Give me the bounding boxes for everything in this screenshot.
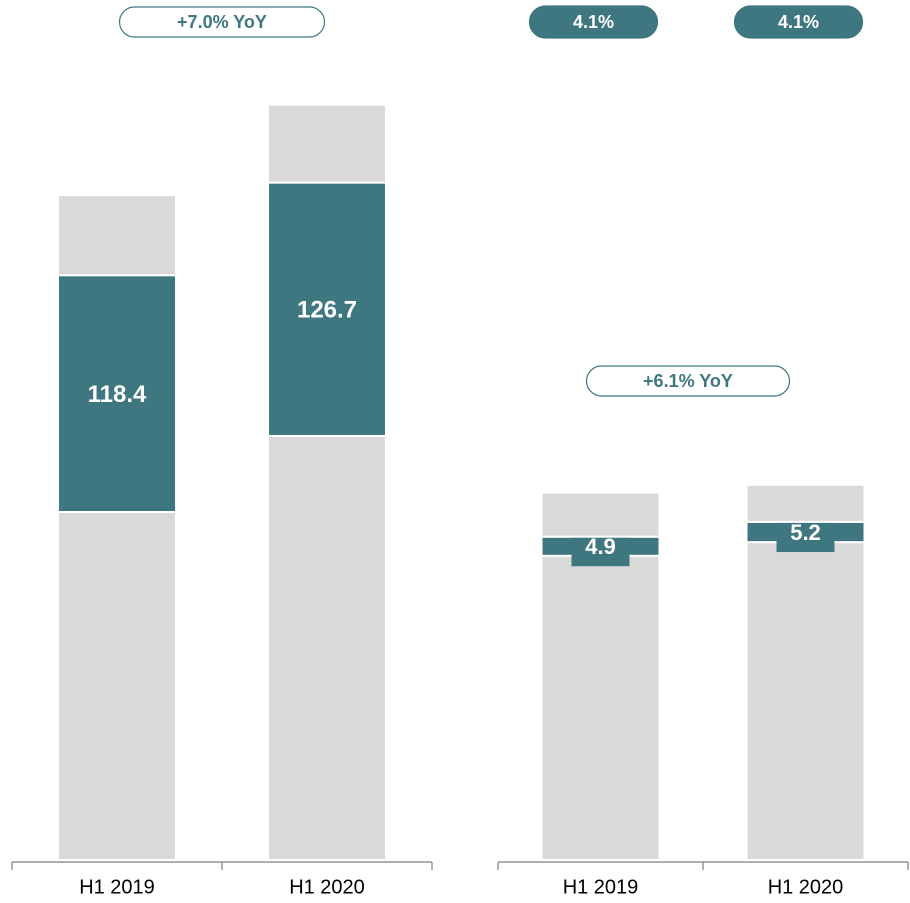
data-label: 118.4 xyxy=(88,381,147,408)
data-label: 5.2 xyxy=(790,520,821,545)
bar-segment xyxy=(57,511,177,861)
x-tick-label: H1 2020 xyxy=(768,876,844,898)
bar-segment xyxy=(267,181,387,437)
x-tick-label: H1 2020 xyxy=(289,876,365,898)
annotation-pill xyxy=(118,6,326,38)
bar-segment xyxy=(57,274,177,514)
annotation: +7.0% YoY xyxy=(177,12,267,32)
data-label: 4.9 xyxy=(585,534,616,559)
top-label-pill xyxy=(528,5,659,39)
annotation-pill xyxy=(585,365,791,397)
x-tick-label: H1 2019 xyxy=(79,876,155,898)
top-label: 4.1% xyxy=(573,12,614,32)
data-label: 126.7 xyxy=(297,297,357,324)
annotation: +6.1% YoY xyxy=(643,371,733,391)
bar-segment xyxy=(267,103,387,184)
bar-segment xyxy=(540,491,661,538)
x-tick-label: H1 2019 xyxy=(563,876,639,898)
bar-segment xyxy=(267,435,387,861)
bar-segment xyxy=(540,554,661,861)
top-label-pill xyxy=(733,5,864,39)
bar-segment xyxy=(745,541,866,862)
bar-segment xyxy=(57,194,177,277)
bar-segment xyxy=(745,483,866,523)
top-label: 4.1% xyxy=(778,12,819,32)
